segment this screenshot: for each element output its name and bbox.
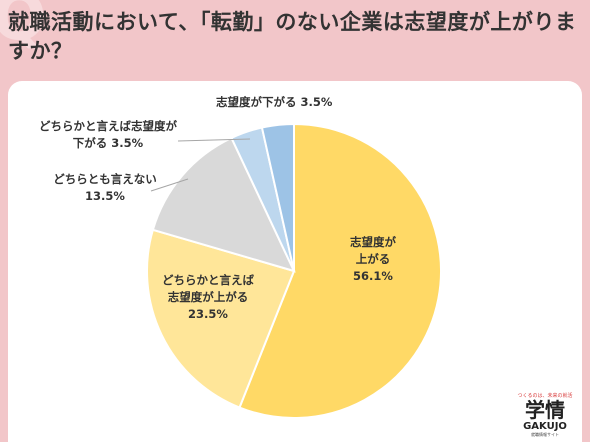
question-mark-decoration: Q	[0, 0, 47, 55]
gakujo-logo: つくるのは、未来の就活 学情 GAKUJO 就職情報サイト	[516, 392, 574, 438]
leader-line-2	[150, 178, 189, 192]
chart-panel: 志望度が上がる 56.1% どちらかと言えば志望度が上がる 23.5% どちらとも言えな…	[8, 81, 582, 442]
pie-chart: 志望度が上がる 56.1% どちらかと言えば志望度が上がる 23.5% どちらとも言えな…	[39, 95, 442, 419]
slice-label-3: どちらかと言えば志望度が下がる 3.5%	[39, 119, 177, 150]
slice-label-1: どちらかと言えば志望度が上がる 23.5%	[162, 273, 254, 321]
slice-label-4: 志望度が下がる 3.5%	[216, 95, 333, 109]
leader-line-3	[177, 138, 251, 142]
logo-tagline: つくるのは、未来の就活	[517, 393, 573, 399]
slice-label-0: 志望度が上がる 56.1%	[350, 235, 396, 283]
pie-slice-2	[151, 136, 296, 273]
pie-slice-1	[146, 228, 296, 409]
logo-kanji: 学情	[525, 398, 565, 422]
logo-sub: 就職情報サイト	[531, 432, 559, 437]
pie-slice-4	[260, 122, 295, 272]
slice-label-2: どちらとも言えない 13.5%	[53, 172, 157, 203]
page-title: 就職活動において、「転勤」のない企業は志望度が上がりますか？	[8, 10, 577, 63]
pie-slice-0	[238, 122, 442, 419]
logo-brand: GAKUJO	[523, 421, 567, 432]
